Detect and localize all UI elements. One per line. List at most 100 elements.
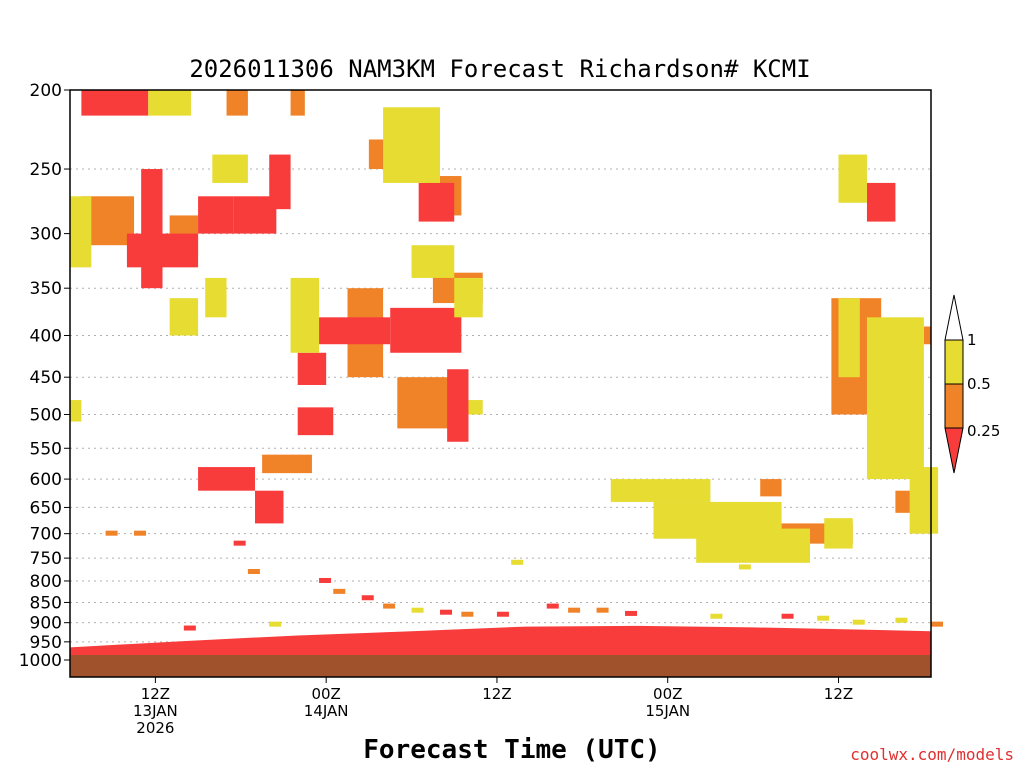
ri-cell-0-25-0-5 — [262, 454, 312, 474]
x-tick-label: 12Z — [141, 685, 170, 703]
y-axis: 200 250 300 350 400 450 500 550 600 650 700 750 8008… — [19, 81, 70, 671]
y-tick-label: 850 — [30, 593, 62, 613]
legend-swatch-gt-1 — [944, 294, 964, 341]
richardson-number-fill — [70, 90, 943, 631]
x-tick-label: 2026 — [136, 719, 174, 737]
ri-speckle — [134, 530, 147, 536]
x-tick-label: 12Z — [482, 685, 511, 703]
ri-speckle — [269, 621, 282, 627]
chart-title: 2026011306 NAM3KM Forecast Richardson# K… — [189, 55, 810, 83]
plot-background — [70, 90, 931, 677]
ri-speckle — [895, 617, 908, 623]
ri-cell-lt-0-25 — [141, 169, 163, 289]
ri-cell-0-5-1 — [838, 154, 867, 203]
ri-speckle — [319, 577, 332, 583]
ri-cell-0-5-1 — [148, 90, 191, 116]
y-tick-label: 900 — [30, 614, 62, 634]
y-tick-label: 550 — [30, 439, 62, 459]
ri-speckle — [361, 595, 374, 601]
ri-cell-0-25-0-5 — [290, 90, 305, 116]
legend-label: 1 — [967, 331, 977, 349]
ri-cell-lt-0-25 — [297, 352, 327, 385]
ri-speckle — [440, 609, 453, 615]
ri-speckle — [817, 615, 830, 621]
y-tick-label: 700 — [30, 525, 62, 545]
ri-cell-0-25-0-5 — [226, 90, 248, 116]
ri-speckle — [596, 607, 609, 613]
y-tick-label: 500 — [30, 406, 62, 426]
ri-cell-0-5-1 — [696, 528, 811, 563]
ri-speckle — [105, 530, 118, 536]
x-tick-label: 15JAN — [645, 702, 690, 720]
ri-cell-lt-0-25 — [866, 182, 896, 222]
ri-cell-0-5-1 — [468, 400, 483, 415]
y-tick-label: 600 — [30, 470, 62, 490]
ri-speckle — [931, 621, 943, 627]
y-tick-label: 650 — [30, 498, 62, 518]
ri-cell-lt-0-25 — [447, 369, 469, 442]
ri-cell-0-5-1 — [212, 154, 248, 183]
y-tick-label: 750 — [30, 549, 62, 569]
x-tick-label: 12Z — [824, 685, 853, 703]
ri-cell-0-5-1 — [909, 467, 939, 534]
legend-swatch-lt-025 — [944, 427, 964, 474]
x-tick-label: 00Z — [653, 685, 682, 703]
ri-cell-0-5-1 — [411, 245, 455, 278]
legend-label: 0.5 — [967, 375, 991, 393]
ri-cell-lt-0-25 — [390, 307, 462, 353]
ground-band — [70, 655, 931, 677]
ri-cell-lt-0-25 — [198, 196, 234, 234]
ri-cell-0-5-1 — [70, 196, 92, 268]
ri-speckle — [233, 540, 246, 546]
ri-cell-0-5-1 — [169, 298, 199, 336]
ri-speckle — [496, 611, 509, 617]
ri-cell-0-5-1 — [205, 277, 227, 318]
ri-cell-lt-0-25 — [198, 467, 256, 491]
ri-cell-0-5-1 — [290, 277, 320, 353]
credit-link[interactable]: coolwx.com/models — [850, 745, 1014, 764]
ri-cell-lt-0-25 — [297, 407, 334, 436]
ri-cell-lt-0-25 — [319, 317, 391, 345]
ri-speckle — [738, 564, 751, 570]
ri-cell-lt-0-25 — [81, 90, 149, 116]
ri-cell-0-5-1 — [454, 277, 483, 318]
ri-speckle — [625, 610, 638, 616]
ri-cell-0-5-1 — [838, 298, 860, 378]
ri-speckle — [411, 607, 424, 613]
ri-cell-0-25-0-5 — [397, 377, 455, 429]
ri-speckle — [852, 619, 865, 625]
y-tick-label: 1000 — [19, 651, 62, 671]
ri-speckle — [183, 625, 196, 631]
y-tick-label: 350 — [30, 279, 62, 299]
ri-cell-lt-0-25 — [269, 154, 291, 210]
ri-cell-0-5-1 — [383, 107, 441, 183]
ri-cell-0-5-1 — [866, 317, 924, 480]
color-legend: 1 0.5 0.25 — [944, 294, 1000, 474]
legend-swatch-025-05 — [944, 383, 964, 429]
y-tick-label: 950 — [30, 633, 62, 653]
ri-speckle — [461, 611, 474, 617]
y-tick-label: 400 — [30, 326, 62, 346]
ri-cell-0-25-0-5 — [760, 479, 782, 497]
ri-speckle — [333, 588, 346, 594]
y-tick-label: 250 — [30, 160, 62, 180]
plot-frame — [69, 89, 932, 678]
plot-area — [69, 89, 943, 678]
x-tick-label: 00Z — [311, 685, 340, 703]
legend-label: 0.25 — [967, 422, 1000, 440]
ri-cell-0-25-0-5 — [923, 326, 931, 345]
ri-cell-lt-0-25 — [255, 490, 284, 524]
surface-ri-band — [70, 625, 931, 655]
ri-speckle — [383, 603, 396, 609]
ri-speckle — [568, 607, 581, 613]
x-tick-label: 14JAN — [304, 702, 349, 720]
ri-speckle — [511, 559, 524, 565]
ri-cell-lt-0-25 — [418, 182, 455, 222]
ri-cell-0-5-1 — [824, 518, 853, 549]
ri-speckle — [247, 569, 260, 575]
x-tick-label: 13JAN — [133, 702, 178, 720]
ri-speckle — [546, 603, 559, 609]
ri-cell-0-5-1 — [610, 479, 711, 502]
